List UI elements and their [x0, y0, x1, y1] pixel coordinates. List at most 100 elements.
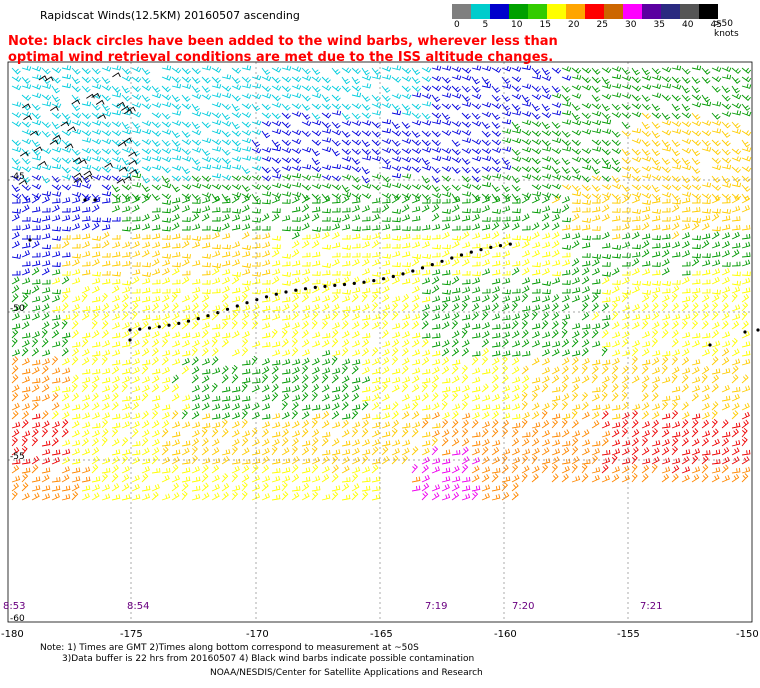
wind-barb	[21, 467, 31, 474]
wind-barb	[111, 285, 120, 294]
wind-barb	[301, 146, 312, 153]
wind-barb	[581, 329, 589, 339]
wind-barb	[651, 376, 661, 384]
wind-barb	[641, 458, 651, 465]
wind-barb	[541, 259, 551, 267]
wind-barb	[371, 232, 381, 240]
wind-barb	[341, 477, 351, 483]
wind-barb	[731, 467, 741, 474]
wind-barb	[561, 146, 572, 152]
wind-barb	[471, 394, 481, 402]
wind-barb	[231, 311, 239, 321]
wind-barb	[541, 341, 551, 348]
wind-barb	[491, 446, 500, 456]
wind-barb	[521, 329, 529, 339]
wind-barb	[621, 223, 630, 231]
wind-barb	[701, 208, 711, 214]
wind-barb	[631, 463, 638, 474]
wind-barb	[531, 465, 540, 474]
wind-barb	[171, 94, 181, 103]
wind-barb	[621, 349, 631, 357]
colorbar-swatch	[547, 4, 566, 19]
wind-barb	[291, 464, 299, 474]
wind-barb	[651, 243, 661, 249]
wind-barb	[331, 67, 341, 75]
contaminated-wind-barb	[29, 130, 39, 136]
wind-barb	[221, 473, 229, 483]
wind-barb	[541, 320, 549, 330]
wind-barb	[411, 215, 421, 222]
wind-barb	[321, 431, 331, 438]
wind-barb	[481, 268, 491, 276]
wind-barb	[441, 356, 450, 366]
wind-barb	[531, 148, 542, 155]
wind-barb	[571, 365, 579, 375]
wind-barb	[31, 206, 41, 213]
wind-barb	[301, 440, 311, 447]
wind-barb	[241, 280, 251, 286]
wind-barb	[161, 338, 169, 348]
wind-barb	[181, 320, 189, 330]
wind-barb	[341, 383, 349, 393]
wind-barb	[461, 231, 470, 240]
wind-barb	[21, 289, 31, 295]
wind-barb	[291, 322, 300, 330]
wind-barb	[161, 101, 172, 108]
wind-barb	[281, 377, 291, 384]
wind-barb	[731, 286, 741, 294]
wind-barb	[81, 492, 90, 501]
wind-barb	[511, 66, 522, 72]
wind-barb	[501, 196, 511, 204]
wind-barb	[251, 225, 261, 231]
wind-barb	[31, 84, 42, 90]
wind-barb	[251, 278, 261, 285]
wind-barb	[171, 349, 181, 357]
time-label-0719: 7:19	[425, 601, 448, 612]
wind-barb	[631, 437, 639, 447]
wind-barb	[611, 139, 621, 147]
wind-barb	[701, 311, 709, 321]
wind-barb	[201, 121, 211, 129]
wind-barb	[741, 449, 751, 456]
wind-barb	[11, 198, 21, 204]
wind-barb	[491, 252, 501, 258]
wind-barb	[521, 156, 532, 163]
wind-barb	[151, 402, 160, 411]
wind-barb	[601, 302, 610, 312]
wind-barb	[311, 148, 321, 157]
wind-barb	[231, 319, 238, 330]
wind-barb	[301, 75, 312, 81]
wind-barb	[201, 65, 212, 71]
wind-barb	[451, 438, 460, 447]
wind-barb	[531, 411, 540, 420]
wind-barb	[391, 110, 402, 116]
wind-barb	[581, 357, 590, 366]
wind-barb	[521, 418, 528, 429]
wind-barb	[171, 302, 179, 312]
wind-barb	[281, 458, 291, 465]
wind-barb	[651, 67, 661, 75]
wind-barb	[151, 121, 161, 129]
wind-barb	[701, 294, 710, 303]
wind-barb	[511, 413, 521, 420]
wind-barb	[181, 440, 191, 447]
wind-barb	[81, 164, 92, 170]
wind-barb	[691, 466, 701, 474]
colorbar-swatch	[680, 4, 699, 19]
wind-barb	[511, 93, 522, 100]
wind-barb	[271, 392, 279, 402]
wind-barb	[481, 205, 490, 213]
wind-barb	[531, 447, 540, 456]
wind-barb	[601, 119, 612, 125]
quality-circle	[245, 301, 249, 305]
wind-barb	[671, 302, 680, 312]
wind-barb	[311, 464, 319, 474]
colorbar-swatch	[471, 4, 490, 19]
wind-barb	[621, 391, 628, 402]
wind-barb	[41, 375, 50, 384]
wind-barb	[31, 260, 41, 267]
wind-barb	[241, 223, 251, 231]
wind-barb	[511, 422, 521, 429]
wind-barb	[601, 164, 612, 170]
wind-barb	[91, 368, 101, 375]
